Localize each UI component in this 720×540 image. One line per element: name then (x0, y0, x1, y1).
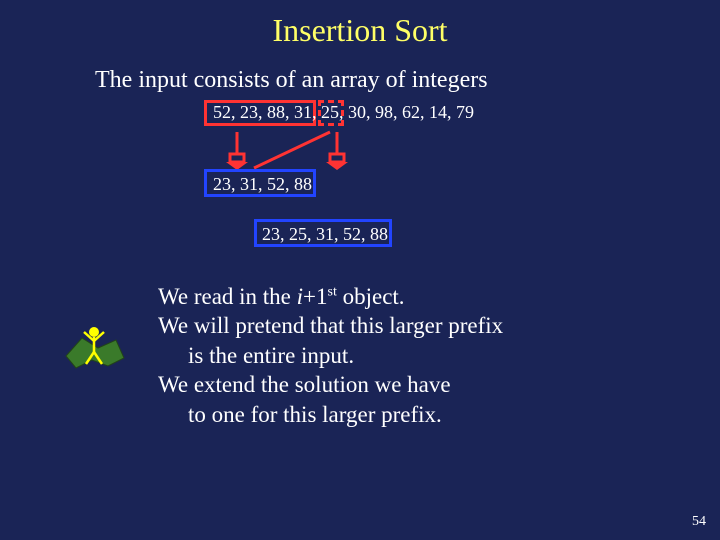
mascot-icon (58, 318, 128, 376)
body-line-2: We will pretend that this larger prefix (158, 311, 720, 340)
body-line-4: We extend the solution we have (158, 370, 720, 399)
body-line-3: is the entire input. (158, 341, 720, 370)
body-superscript: st (328, 284, 337, 299)
arrow-right (320, 130, 354, 170)
body-l1e: object. (337, 284, 405, 309)
sorted-array-1: 23, 31, 52, 88 (213, 174, 312, 195)
slide-number: 54 (692, 514, 706, 530)
body-line-5: to one for this larger prefix. (158, 400, 720, 429)
sorted-array-2: 23, 25, 31, 52, 88 (262, 224, 388, 245)
body-l1c: +1 (303, 284, 327, 309)
diagram-area: 52, 23, 88, 31, 25, 30, 98, 62, 14, 79 2… (0, 102, 720, 282)
slide-title: Insertion Sort (0, 0, 720, 49)
input-array: 52, 23, 88, 31, 25, 30, 98, 62, 14, 79 (213, 102, 474, 123)
slide-subtitle: The input consists of an array of intege… (0, 49, 720, 94)
body-l1a: We read in the (158, 284, 297, 309)
body-line-1: We read in the i+1st object. (158, 282, 720, 311)
